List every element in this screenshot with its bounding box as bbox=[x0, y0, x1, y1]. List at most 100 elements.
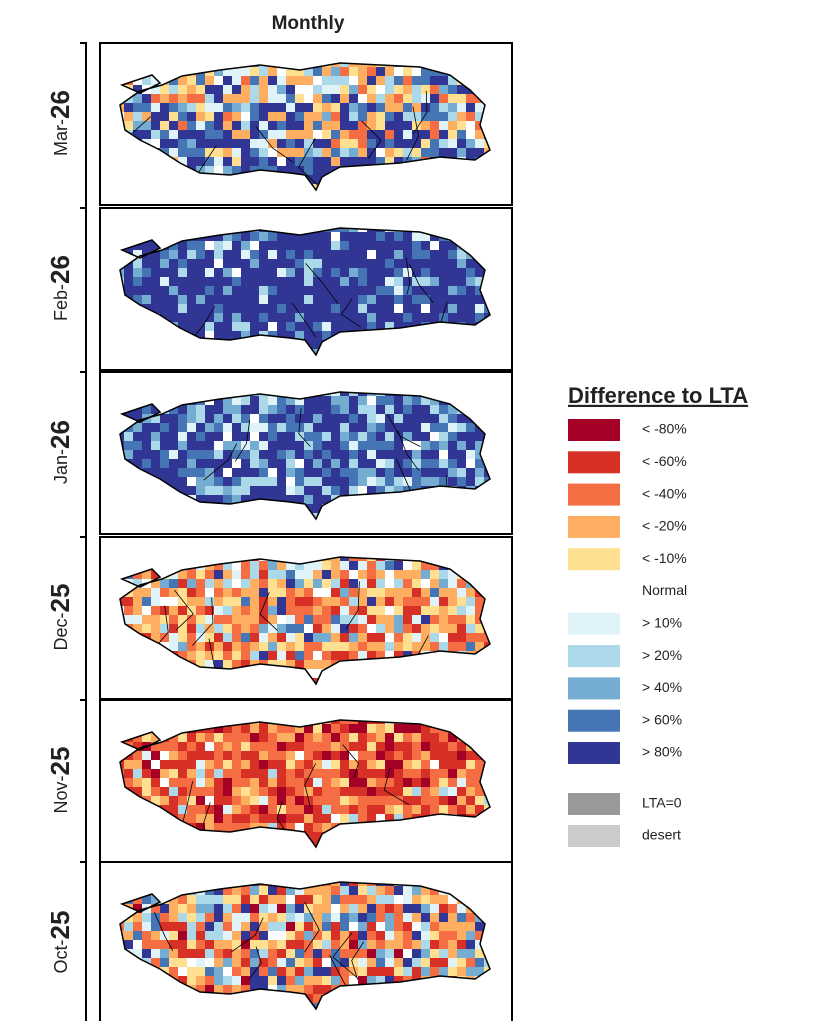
map-cell bbox=[421, 751, 430, 760]
map-cell bbox=[295, 760, 304, 769]
map-cell bbox=[331, 130, 340, 139]
map-cell bbox=[466, 295, 475, 304]
map-cell bbox=[403, 642, 412, 651]
map-cell bbox=[457, 304, 466, 313]
map-cell bbox=[142, 450, 151, 459]
map-cell bbox=[322, 597, 331, 606]
map-cell bbox=[466, 958, 475, 967]
map-cell bbox=[340, 322, 349, 331]
map-cell bbox=[466, 468, 475, 477]
map-cell bbox=[466, 148, 475, 157]
map-cell bbox=[277, 486, 286, 495]
map-cell bbox=[385, 277, 394, 286]
map-cell bbox=[340, 477, 349, 486]
map-cell bbox=[439, 423, 448, 432]
map-cell bbox=[277, 624, 286, 633]
map-cell bbox=[250, 459, 259, 468]
map-cell bbox=[223, 805, 232, 814]
map-cell bbox=[277, 459, 286, 468]
map-cell bbox=[376, 895, 385, 904]
map-cell bbox=[475, 633, 484, 642]
map-cell bbox=[196, 769, 205, 778]
map-cell bbox=[142, 121, 151, 130]
map-cell bbox=[169, 259, 178, 268]
map-cell bbox=[187, 148, 196, 157]
map-cell bbox=[367, 130, 376, 139]
map-cell bbox=[358, 414, 367, 423]
map-cell bbox=[358, 94, 367, 103]
map-cell bbox=[448, 805, 457, 814]
map-cell bbox=[268, 751, 277, 760]
map-cell bbox=[448, 250, 457, 259]
map-cell bbox=[277, 268, 286, 277]
map-cell bbox=[196, 922, 205, 931]
map-cell bbox=[475, 468, 484, 477]
map-cell bbox=[169, 615, 178, 624]
map-cell bbox=[322, 895, 331, 904]
map-cell bbox=[340, 949, 349, 958]
map-cell bbox=[349, 112, 358, 121]
map-cell bbox=[340, 148, 349, 157]
legend-swatch bbox=[568, 793, 620, 815]
map-cell bbox=[286, 895, 295, 904]
map-cell bbox=[430, 597, 439, 606]
map-cell bbox=[232, 139, 241, 148]
map-cell bbox=[394, 295, 403, 304]
map-cell bbox=[205, 949, 214, 958]
map-cell bbox=[340, 570, 349, 579]
map-cell bbox=[232, 468, 241, 477]
map-cell bbox=[250, 241, 259, 250]
map-cell bbox=[241, 486, 250, 495]
map-cell bbox=[403, 724, 412, 733]
map-cell bbox=[358, 904, 367, 913]
map-cell bbox=[304, 85, 313, 94]
map-cell bbox=[394, 733, 403, 742]
map-cell bbox=[223, 76, 232, 85]
map-cell bbox=[403, 103, 412, 112]
map-cell bbox=[466, 796, 475, 805]
map-cell bbox=[448, 760, 457, 769]
map-cell bbox=[286, 805, 295, 814]
map-cell bbox=[448, 931, 457, 940]
map-cell bbox=[448, 441, 457, 450]
map-cell bbox=[304, 814, 313, 823]
map-cell bbox=[304, 958, 313, 967]
map-cell bbox=[304, 633, 313, 642]
map-cell bbox=[133, 286, 142, 295]
map-cell bbox=[322, 976, 331, 985]
map-cell bbox=[259, 450, 268, 459]
map-cell bbox=[457, 432, 466, 441]
map-cell bbox=[322, 742, 331, 751]
map-cell bbox=[232, 94, 241, 103]
map-cell bbox=[322, 724, 331, 733]
map-cell bbox=[466, 787, 475, 796]
map-cell bbox=[295, 940, 304, 949]
map-cell bbox=[313, 976, 322, 985]
map-cell bbox=[403, 295, 412, 304]
map-cell bbox=[313, 166, 322, 175]
map-cell bbox=[430, 450, 439, 459]
map-cell bbox=[124, 277, 133, 286]
map-cell bbox=[322, 814, 331, 823]
map-cell bbox=[430, 286, 439, 295]
map-cell bbox=[412, 904, 421, 913]
map-cell bbox=[268, 958, 277, 967]
map-cell bbox=[358, 642, 367, 651]
map-cell bbox=[448, 769, 457, 778]
map-cell bbox=[286, 940, 295, 949]
map-cell bbox=[196, 414, 205, 423]
map-cell bbox=[187, 751, 196, 760]
map-cell bbox=[169, 295, 178, 304]
map-cell bbox=[349, 241, 358, 250]
map-cell bbox=[304, 250, 313, 259]
map-cell bbox=[430, 805, 439, 814]
map-cell bbox=[358, 733, 367, 742]
map-cell bbox=[268, 651, 277, 660]
map-cell bbox=[232, 486, 241, 495]
map-cell bbox=[151, 450, 160, 459]
map-cell bbox=[430, 742, 439, 751]
legend-label: < -60% bbox=[642, 453, 687, 469]
map-cell bbox=[214, 588, 223, 597]
map-cell bbox=[178, 751, 187, 760]
map-cell bbox=[412, 232, 421, 241]
